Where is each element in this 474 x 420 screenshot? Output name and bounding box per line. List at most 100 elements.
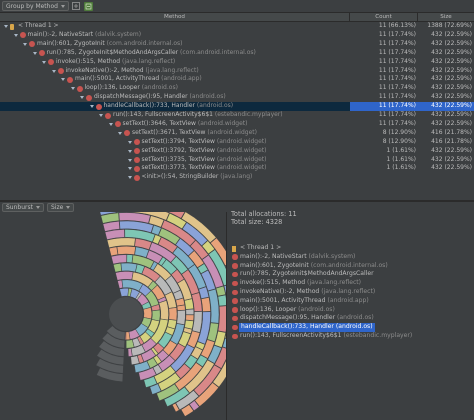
sunburst-segment[interactable] xyxy=(201,254,224,289)
sunburst-segment[interactable] xyxy=(158,256,167,266)
sunburst-segment[interactable] xyxy=(108,246,119,257)
sunburst-segment[interactable] xyxy=(143,307,152,320)
sunburst-segment[interactable] xyxy=(119,288,129,297)
zoom-icon[interactable] xyxy=(72,2,81,11)
sunburst-segment[interactable] xyxy=(115,271,134,281)
metric-dropdown[interactable]: Size xyxy=(46,202,75,212)
sunburst-segment[interactable] xyxy=(224,310,226,339)
sunburst-segment[interactable] xyxy=(207,345,222,364)
table-row[interactable]: < Thread 1 > 11 (66.13%) 1388 (72.69%) xyxy=(0,22,474,31)
sunburst-segment[interactable] xyxy=(184,354,198,369)
sunburst-segment[interactable] xyxy=(177,279,193,301)
sunburst-segment[interactable] xyxy=(153,263,172,281)
sunburst-segment[interactable] xyxy=(154,275,173,296)
table-row[interactable]: dispatchMessage():95, Handler (android.o… xyxy=(0,93,474,102)
sunburst-segment[interactable] xyxy=(184,359,215,394)
sunburst-segment[interactable] xyxy=(151,224,162,236)
sunburst-segment[interactable] xyxy=(207,288,220,324)
sunburst-segment[interactable] xyxy=(189,400,200,411)
sunburst-segment[interactable] xyxy=(96,349,125,366)
sunburst-segment[interactable] xyxy=(201,297,211,312)
table-row[interactable]: loop():136, Looper (android.os) 11 (17.74… xyxy=(0,84,474,93)
expand-toggle-icon[interactable] xyxy=(80,96,84,100)
sunburst-segment[interactable] xyxy=(111,254,127,265)
table-row[interactable]: invoke():515, Method (java.lang.reflect)… xyxy=(0,58,474,67)
sunburst-segment[interactable] xyxy=(181,212,217,243)
sunburst-segment[interactable] xyxy=(166,213,187,230)
sunburst-segment[interactable] xyxy=(157,236,178,254)
expand-toggle-icon[interactable] xyxy=(61,78,65,82)
sunburst-segment[interactable] xyxy=(167,319,177,330)
sunburst-center[interactable] xyxy=(109,297,143,331)
sunburst-segment[interactable] xyxy=(146,249,163,264)
sunburst-segment[interactable] xyxy=(101,332,125,349)
sunburst-segment[interactable] xyxy=(175,238,195,257)
sunburst-segment[interactable] xyxy=(215,285,226,297)
expand-toggle-icon[interactable] xyxy=(127,149,132,153)
export-icon[interactable] xyxy=(83,1,93,11)
expand-toggle-icon[interactable] xyxy=(23,42,27,46)
sunburst-segment[interactable] xyxy=(126,254,134,263)
table-row[interactable]: setText():3773, TextView (android.widget… xyxy=(0,164,474,173)
sunburst-segment[interactable] xyxy=(175,363,191,379)
sunburst-segment[interactable] xyxy=(104,229,125,240)
table-row[interactable]: invokeNative():-2, Method (java.lang.ref… xyxy=(0,67,474,76)
expand-toggle-icon[interactable] xyxy=(127,176,132,180)
sunburst-segment[interactable] xyxy=(158,227,181,245)
sunburst-segment[interactable] xyxy=(193,364,222,397)
sunburst-segment[interactable] xyxy=(152,234,162,245)
sunburst-segment[interactable] xyxy=(188,250,205,268)
sunburst-segment[interactable] xyxy=(168,307,178,321)
sunburst-segment[interactable] xyxy=(158,355,176,372)
sunburst-segment[interactable] xyxy=(116,246,136,255)
sunburst-segment[interactable] xyxy=(137,354,144,364)
sunburst-segment[interactable] xyxy=(181,269,200,295)
sunburst-segment[interactable] xyxy=(153,365,176,384)
sunburst-segment[interactable] xyxy=(192,311,203,333)
table-row[interactable]: setText():3671, TextView (android.widget… xyxy=(0,129,474,138)
sunburst-segment[interactable] xyxy=(170,344,195,372)
sunburst-segment[interactable] xyxy=(172,246,195,270)
sunburst-segment[interactable] xyxy=(140,348,156,362)
sunburst-segment[interactable] xyxy=(184,319,194,330)
expand-toggle-icon[interactable] xyxy=(32,51,37,55)
sunburst-segment[interactable] xyxy=(178,331,192,348)
sunburst-segment[interactable] xyxy=(175,390,199,411)
sunburst-segment[interactable] xyxy=(134,238,152,250)
sunburst-segment[interactable] xyxy=(190,346,203,360)
column-header-method[interactable]: Method xyxy=(0,13,350,22)
sunburst-segment[interactable] xyxy=(222,338,226,349)
sunburst-segment[interactable] xyxy=(191,292,203,312)
sunburst-segment[interactable] xyxy=(194,382,219,407)
sunburst-segment[interactable] xyxy=(150,261,158,271)
sunburst-segment[interactable] xyxy=(183,327,193,334)
table-row[interactable]: run():785, ZygoteInit$MethodAndArgsCalle… xyxy=(0,49,474,58)
sunburst-segment[interactable] xyxy=(161,259,178,275)
sunburst-segment[interactable] xyxy=(164,326,175,336)
sunburst-segment[interactable] xyxy=(161,219,196,246)
sunburst-segment[interactable] xyxy=(153,355,162,365)
table-row[interactable]: run():143, FullscreenActivity$6$1 (esteb… xyxy=(0,111,474,120)
column-header-size[interactable]: Size xyxy=(440,14,452,20)
table-row[interactable]: setText():3646, TextView (android.widget… xyxy=(0,120,474,129)
sunburst-segment[interactable] xyxy=(135,264,145,275)
sunburst-segment[interactable] xyxy=(149,242,177,263)
sunburst-segment[interactable] xyxy=(182,222,208,246)
sunburst-segment[interactable] xyxy=(157,372,181,392)
sunburst-segment[interactable] xyxy=(210,237,226,266)
sunburst-segment[interactable] xyxy=(180,404,194,417)
sunburst-segment[interactable] xyxy=(217,305,226,333)
group-by-dropdown[interactable]: Group by Method xyxy=(2,1,69,11)
sunburst-segment[interactable] xyxy=(197,263,209,274)
sunburst-segment[interactable] xyxy=(198,286,210,299)
sunburst-segment[interactable] xyxy=(190,240,209,260)
expand-toggle-icon[interactable] xyxy=(127,167,132,171)
sunburst-segment[interactable] xyxy=(118,212,151,224)
expand-toggle-icon[interactable] xyxy=(70,87,75,91)
sunburst-segment[interactable] xyxy=(156,349,169,362)
sunburst-segment[interactable] xyxy=(98,340,125,357)
table-row[interactable]: setText():3794, TextView (android.widget… xyxy=(0,138,474,147)
sunburst-segment[interactable] xyxy=(163,386,190,407)
expand-toggle-icon[interactable] xyxy=(127,158,132,162)
sunburst-segment[interactable] xyxy=(148,215,165,228)
